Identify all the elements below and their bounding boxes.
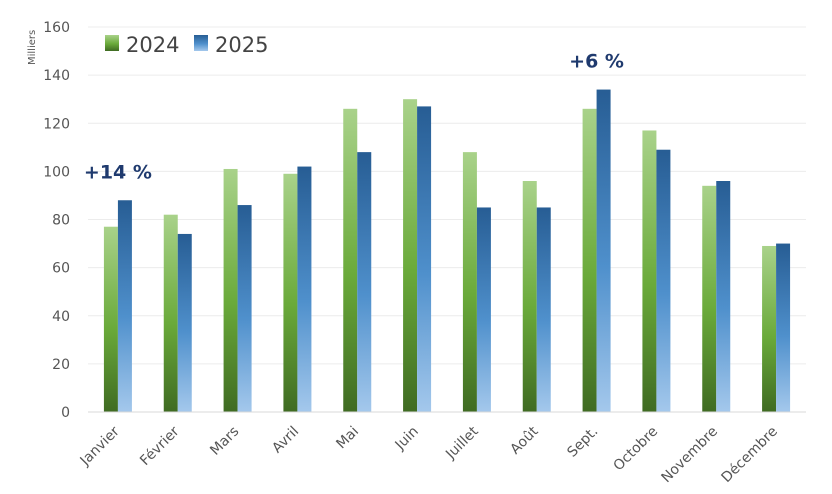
bar-2024-Novembre bbox=[702, 185, 717, 412]
annotation-label: +6 % bbox=[569, 51, 624, 73]
y-tick-label: 160 bbox=[43, 20, 70, 36]
legend-label-2025: 2025 bbox=[215, 33, 268, 57]
bar-2025-Mai bbox=[357, 152, 372, 412]
bar-2025-Octobre bbox=[656, 149, 671, 412]
x-tick-label: Novembre bbox=[658, 424, 721, 487]
y-tick-label: 40 bbox=[52, 309, 70, 325]
bar-2024-Mars bbox=[223, 168, 238, 412]
annotations: +14 % +6 % bbox=[84, 51, 624, 184]
y-tick-label: 80 bbox=[52, 213, 70, 229]
y-axis-unit-label: Milliers bbox=[27, 30, 38, 65]
y-tick-label: 20 bbox=[52, 357, 70, 373]
legend-swatch-2024 bbox=[105, 35, 119, 51]
bar-2025-Février bbox=[177, 233, 192, 412]
legend-label-2024: 2024 bbox=[126, 33, 179, 57]
y-tick-label: 140 bbox=[43, 68, 70, 84]
bar-2025-Août bbox=[536, 207, 551, 412]
y-tick-label: 60 bbox=[52, 261, 70, 277]
y-tick-label: 100 bbox=[43, 164, 70, 180]
x-tick-label: Octobre bbox=[611, 424, 662, 475]
x-tick-label: Mars bbox=[207, 424, 242, 459]
bar-2025-Avril bbox=[297, 166, 312, 412]
x-tick-label: Mai bbox=[333, 424, 362, 453]
bar-2025-Sept. bbox=[596, 89, 611, 412]
bar-2024-Août bbox=[522, 181, 537, 412]
y-tick-label: 0 bbox=[61, 405, 70, 421]
legend-swatch-2025 bbox=[194, 35, 208, 51]
x-tick-label: Décembre bbox=[718, 424, 780, 486]
bar-2024-Mai bbox=[343, 108, 358, 412]
x-tick-label: Août bbox=[507, 423, 541, 457]
y-tick-label: 120 bbox=[43, 116, 70, 132]
x-tick-label: Avril bbox=[269, 424, 302, 457]
bar-2025-Janvier bbox=[117, 200, 132, 412]
bar-2025-Mars bbox=[237, 205, 252, 412]
bar-2024-Février bbox=[163, 214, 178, 412]
bar-2024-Avril bbox=[283, 173, 298, 412]
bar-2025-Juin bbox=[417, 106, 432, 412]
bar-2024-Juillet bbox=[462, 152, 477, 412]
bar-2024-Janvier bbox=[103, 226, 118, 412]
x-tick-label: Février bbox=[137, 423, 183, 469]
legend: 2024 2025 bbox=[105, 33, 268, 57]
annotation-label: +14 % bbox=[84, 161, 152, 183]
x-axis: Janvier Février Mars Avril Mai Juin Juillet Aoû… bbox=[77, 423, 781, 486]
bar-2024-Sept. bbox=[582, 108, 597, 412]
bar-2025-Juillet bbox=[476, 207, 491, 412]
x-tick-label: Sept. bbox=[564, 424, 601, 461]
bar-2025-Décembre bbox=[776, 243, 791, 412]
x-tick-label: Juin bbox=[392, 424, 422, 454]
bar-2024-Octobre bbox=[642, 130, 657, 412]
y-axis: 0 20 40 60 80 100 120 140 160 bbox=[43, 20, 70, 421]
x-tick-label: Juillet bbox=[442, 423, 482, 463]
bars bbox=[103, 89, 791, 412]
gridlines bbox=[88, 26, 806, 365]
bar-2024-Juin bbox=[403, 99, 418, 412]
bar-2025-Novembre bbox=[716, 181, 731, 412]
bar-2024-Décembre bbox=[762, 245, 777, 412]
x-tick-label: Janvier bbox=[77, 423, 123, 469]
